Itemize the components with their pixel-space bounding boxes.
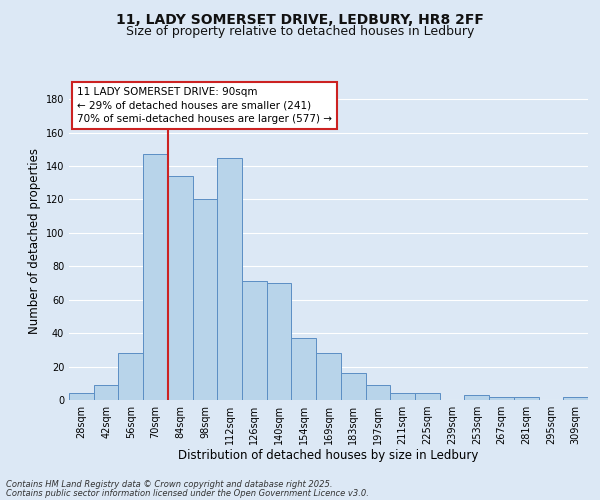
Bar [168, 176, 193, 400]
Text: Contains public sector information licensed under the Open Government Licence v3: Contains public sector information licen… [6, 489, 369, 498]
Bar [69, 394, 94, 400]
Bar [292, 338, 316, 400]
Bar [464, 395, 489, 400]
Bar [267, 283, 292, 400]
Bar [489, 396, 514, 400]
Bar [118, 353, 143, 400]
Text: 11 LADY SOMERSET DRIVE: 90sqm
← 29% of detached houses are smaller (241)
70% of : 11 LADY SOMERSET DRIVE: 90sqm ← 29% of d… [77, 88, 332, 124]
X-axis label: Distribution of detached houses by size in Ledbury: Distribution of detached houses by size … [178, 448, 479, 462]
Bar [193, 200, 217, 400]
Text: Contains HM Land Registry data © Crown copyright and database right 2025.: Contains HM Land Registry data © Crown c… [6, 480, 332, 489]
Text: Size of property relative to detached houses in Ledbury: Size of property relative to detached ho… [126, 25, 474, 38]
Bar [365, 385, 390, 400]
Bar [563, 396, 588, 400]
Text: 11, LADY SOMERSET DRIVE, LEDBURY, HR8 2FF: 11, LADY SOMERSET DRIVE, LEDBURY, HR8 2F… [116, 12, 484, 26]
Bar [341, 374, 365, 400]
Bar [217, 158, 242, 400]
Bar [415, 394, 440, 400]
Y-axis label: Number of detached properties: Number of detached properties [28, 148, 41, 334]
Bar [143, 154, 168, 400]
Bar [316, 353, 341, 400]
Bar [390, 394, 415, 400]
Bar [514, 396, 539, 400]
Bar [94, 385, 118, 400]
Bar [242, 282, 267, 400]
